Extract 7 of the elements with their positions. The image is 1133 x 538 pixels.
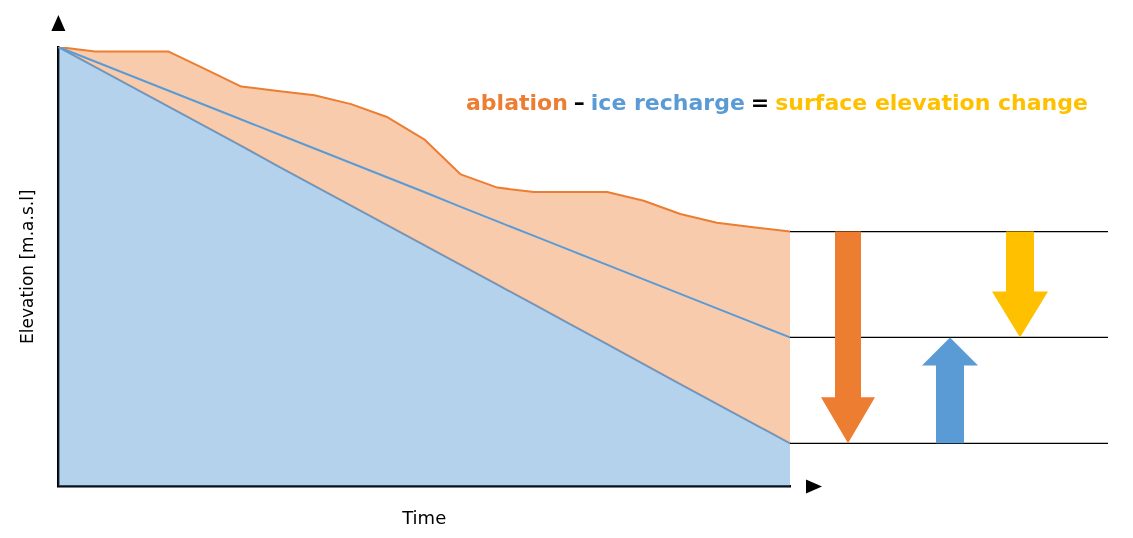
annotation: ablation (466, 90, 568, 115)
y-axis-title: Elevation [m.a.s.l] (16, 189, 37, 344)
annotation: ice recharge (590, 90, 745, 115)
annotation: surface elevation change (775, 90, 1088, 115)
x-axis-title: Time (401, 506, 447, 528)
annotation: – (573, 90, 585, 115)
annotation: = (750, 90, 770, 115)
